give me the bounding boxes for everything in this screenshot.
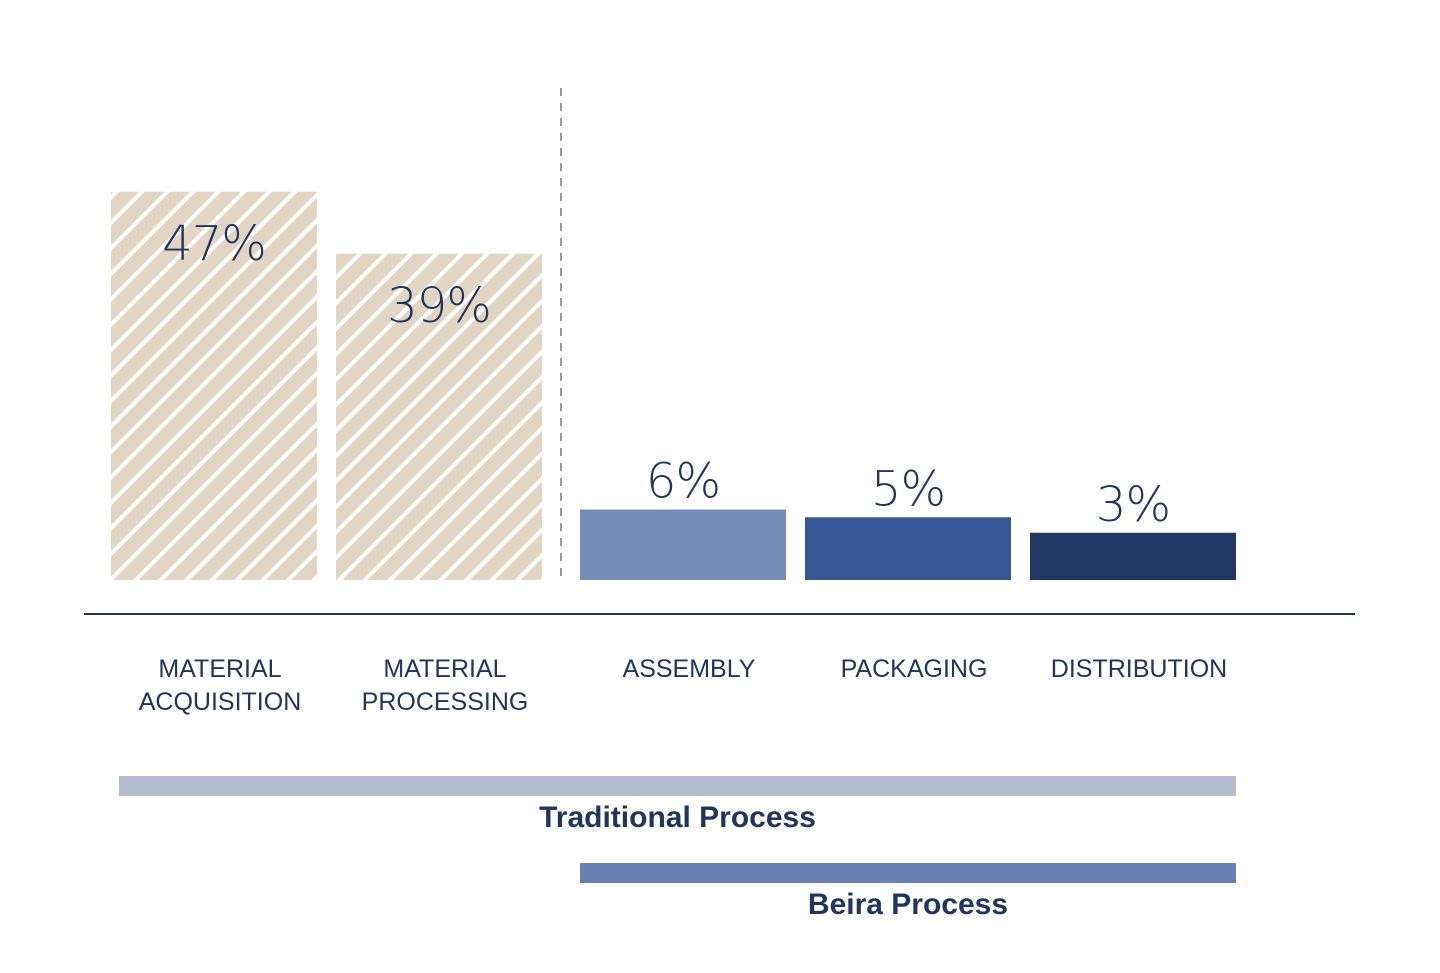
value-label: 39% <box>387 278 491 334</box>
process-label: Traditional Process <box>539 801 816 834</box>
value-label: 3% <box>1096 477 1170 533</box>
category-label: PACKAGING <box>841 655 988 683</box>
category-label: ACQUISITION <box>139 688 302 716</box>
category-label: PROCESSING <box>362 688 529 716</box>
bar-4 <box>1030 532 1236 580</box>
bar-2 <box>580 509 786 580</box>
value-label: 5% <box>871 461 945 517</box>
value-label: 6% <box>646 454 720 510</box>
process-span-bar <box>119 776 1236 796</box>
bar-3 <box>805 517 1011 580</box>
category-label: ASSEMBLY <box>623 655 756 683</box>
process-span-bar <box>580 863 1236 883</box>
process-label: Beira Process <box>808 888 1008 921</box>
category-label: MATERIAL <box>383 655 506 683</box>
bar-1 <box>336 253 542 580</box>
category-label: DISTRIBUTION <box>1051 655 1227 683</box>
category-label: MATERIAL <box>158 655 281 683</box>
bar-0 <box>111 191 317 580</box>
value-label: 47% <box>162 216 266 272</box>
